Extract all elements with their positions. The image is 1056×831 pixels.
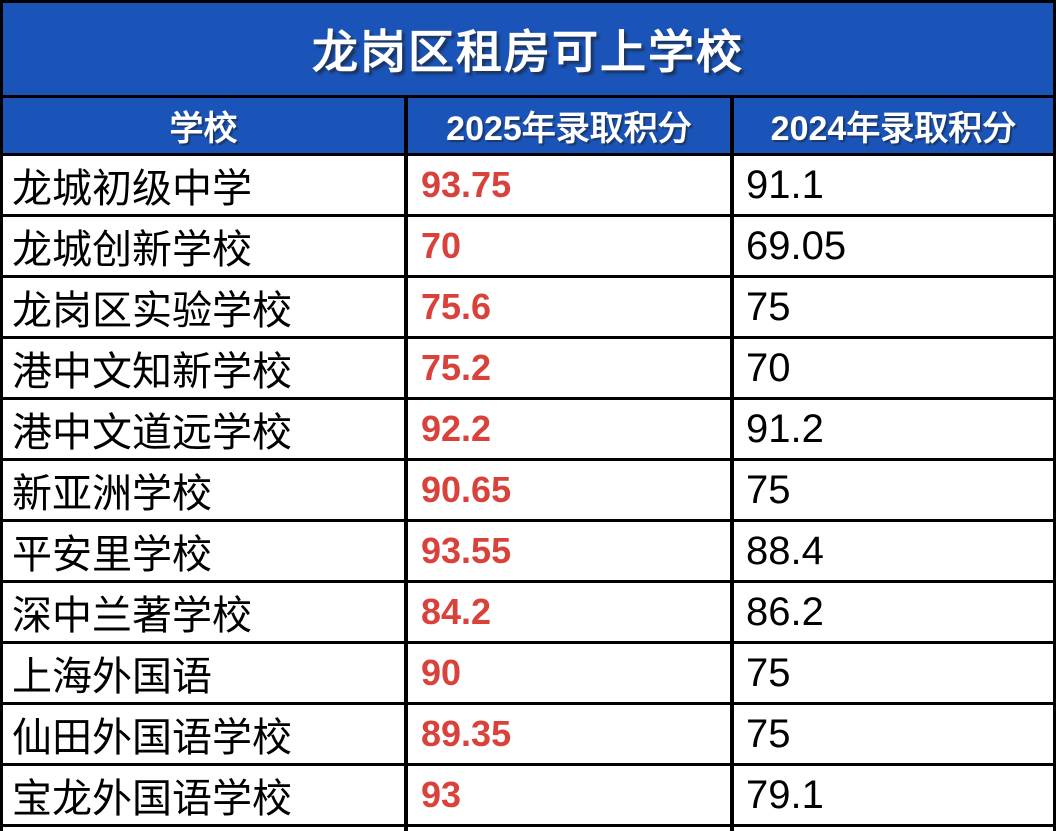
table-row: 龙城创新学校 70 69.05 [3, 217, 1053, 275]
score-2025: 84.2 [408, 583, 730, 641]
score-2024: 75 [734, 278, 1053, 336]
table-header-row: 学校 2025年录取积分 2024年录取积分 [3, 98, 1053, 153]
table-row: 平安里学校 93.55 88.4 [3, 522, 1053, 580]
table-title: 龙岗区租房可上学校 [312, 26, 744, 78]
score-2024: 75 [734, 461, 1053, 519]
score-2025: 92.2 [408, 400, 730, 458]
table-row: 港中文知新学校 75.2 70 [3, 339, 1053, 397]
score-2024: 75 [734, 705, 1053, 763]
score-2024: 86.2 [734, 583, 1053, 641]
school-name: 平安里学校 [3, 522, 404, 580]
score-2025: 70 [408, 217, 730, 275]
score-2025: 90.65 [408, 461, 730, 519]
score-2025: 75.6 [408, 278, 730, 336]
score-2025: 90 [408, 644, 730, 702]
score-2025: 75.2 [408, 339, 730, 397]
school-name: 港中文道远学校 [3, 400, 404, 458]
school-name: 科学高中龙岗分校 [3, 827, 404, 831]
column-header-school: 学校 [3, 98, 404, 153]
score-2024: 75 [734, 644, 1053, 702]
score-2025: 93.75 [408, 156, 730, 214]
table-row: 上海外国语 90 75 [3, 644, 1053, 702]
table-row: 龙城初级中学 93.75 91.1 [3, 156, 1053, 214]
table-row: 深中兰著学校 84.2 86.2 [3, 583, 1053, 641]
score-2024: 70 [734, 339, 1053, 397]
score-2024: 79.1 [734, 766, 1053, 824]
score-2024: 88.4 [734, 522, 1053, 580]
table-title-bar: 龙岗区租房可上学校 [3, 3, 1053, 95]
column-header-2025-score: 2025年录取积分 [408, 98, 730, 153]
table-row: 港中文道远学校 92.2 91.2 [3, 400, 1053, 458]
score-2024: 69.05 [734, 217, 1053, 275]
table-row: 宝龙外国语学校 93 79.1 [3, 766, 1053, 824]
score-2024: 91.1 [734, 156, 1053, 214]
table-row: 新亚洲学校 90.65 75 [3, 461, 1053, 519]
school-name: 深中兰著学校 [3, 583, 404, 641]
school-name: 龙城创新学校 [3, 217, 404, 275]
table-row: 龙岗区实验学校 75.6 75 [3, 278, 1053, 336]
score-2024: 67.9 [734, 827, 1053, 831]
score-2025: 93.55 [408, 522, 730, 580]
table-row: 仙田外国语学校 89.35 75 [3, 705, 1053, 763]
column-header-2024-score: 2024年录取积分 [734, 98, 1053, 153]
school-name: 港中文知新学校 [3, 339, 404, 397]
school-name: 龙城初级中学 [3, 156, 404, 214]
table-row: 科学高中龙岗分校 70 67.9 [3, 827, 1053, 831]
score-2025: 89.35 [408, 705, 730, 763]
score-2025: 93 [408, 766, 730, 824]
score-2024: 91.2 [734, 400, 1053, 458]
school-name: 上海外国语 [3, 644, 404, 702]
school-name: 新亚洲学校 [3, 461, 404, 519]
school-name: 龙岗区实验学校 [3, 278, 404, 336]
school-name: 宝龙外国语学校 [3, 766, 404, 824]
score-2025: 70 [408, 827, 730, 831]
school-name: 仙田外国语学校 [3, 705, 404, 763]
table-body: 龙城初级中学 93.75 91.1 龙城创新学校 70 69.05 龙岗区实验学… [3, 156, 1053, 831]
